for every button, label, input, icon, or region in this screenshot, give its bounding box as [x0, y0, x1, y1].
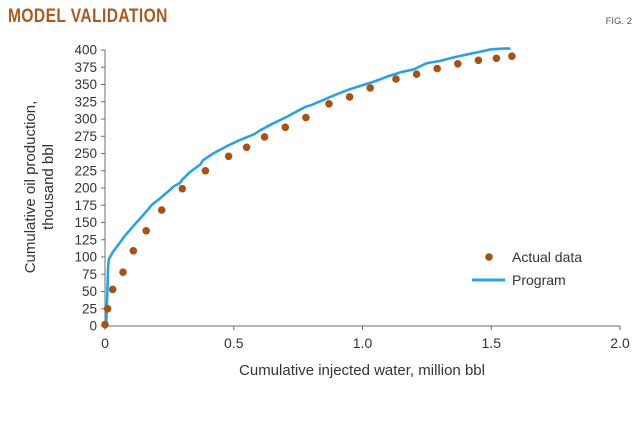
y-tick-label: 200 — [74, 181, 97, 196]
actual-data-series — [101, 52, 516, 329]
actual-data-point — [242, 143, 251, 152]
y-tick-label: 125 — [74, 232, 97, 247]
y-tick-label: 250 — [74, 146, 97, 161]
figure-label: FIG. 2 — [605, 16, 632, 27]
actual-data-point — [260, 133, 269, 141]
y-tick-label: 350 — [74, 77, 97, 92]
actual-data-point — [178, 184, 187, 193]
y-tick-label: 100 — [74, 250, 97, 265]
program-series — [103, 47, 511, 328]
legend: Actual data Program — [472, 249, 582, 288]
actual-data-point — [492, 54, 501, 63]
y-tick-label: 175 — [74, 198, 97, 213]
y-tick-label: 50 — [82, 284, 97, 299]
y-tick-label: 400 — [74, 43, 97, 58]
actual-data-point — [345, 93, 354, 101]
actual-data-point — [281, 123, 290, 132]
y-tick-label: 75 — [82, 267, 97, 282]
y-tick-label: 150 — [74, 215, 97, 230]
actual-data-point — [412, 70, 421, 78]
y-tick-label: 375 — [74, 60, 97, 75]
x-tick-label: 2.0 — [610, 335, 630, 351]
actual-data-point — [201, 167, 210, 175]
actual-data-point — [129, 247, 138, 255]
chart-title: MODEL VALIDATION — [8, 6, 168, 27]
y-tick-label: 225 — [74, 163, 97, 178]
legend-label-actual-data: Actual data — [512, 249, 582, 265]
chart-axes: 0 25 50 75 100 125 150 175 200 225 250 275 300 325 350… — [74, 43, 629, 352]
actual-data-point — [508, 52, 516, 60]
actual-data-point — [142, 227, 150, 235]
actual-data-point — [103, 305, 112, 313]
y-tick-label: 0 — [89, 319, 97, 334]
x-axis-label: Cumulative injected water, million bbl — [239, 362, 485, 379]
y-tick-label: 325 — [74, 94, 97, 109]
actual-data-point — [392, 75, 400, 83]
y-tick-label: 300 — [74, 112, 97, 127]
actual-data-point — [157, 206, 166, 214]
actual-data-point — [433, 64, 442, 73]
legend-marker-actual-data — [485, 253, 493, 261]
y-axis-label: Cumulative oil production, thousand bbl — [22, 101, 57, 274]
y-tick-label: 25 — [82, 301, 97, 316]
actual-data-point — [302, 113, 310, 122]
actual-data-point — [224, 152, 233, 161]
actual-data-point — [366, 84, 375, 92]
actual-data-point — [108, 285, 117, 294]
legend-label-program: Program — [512, 272, 566, 288]
y-axis-label-line-1: Cumulative oil production, — [22, 101, 39, 274]
actual-data-point — [119, 268, 127, 277]
y-tick-label: 275 — [74, 129, 97, 144]
x-tick-label: 1.5 — [482, 335, 502, 351]
actual-data-point — [474, 56, 483, 65]
x-tick-label: 0.5 — [224, 335, 244, 351]
actual-data-point — [325, 100, 333, 108]
y-axis-label-line-2: thousand bbl — [40, 144, 57, 230]
actual-data-point — [101, 320, 109, 329]
x-tick-label: 0 — [101, 335, 109, 351]
program-line — [103, 47, 511, 328]
actual-data-point — [454, 60, 462, 68]
x-tick-label: 1.0 — [353, 335, 373, 351]
